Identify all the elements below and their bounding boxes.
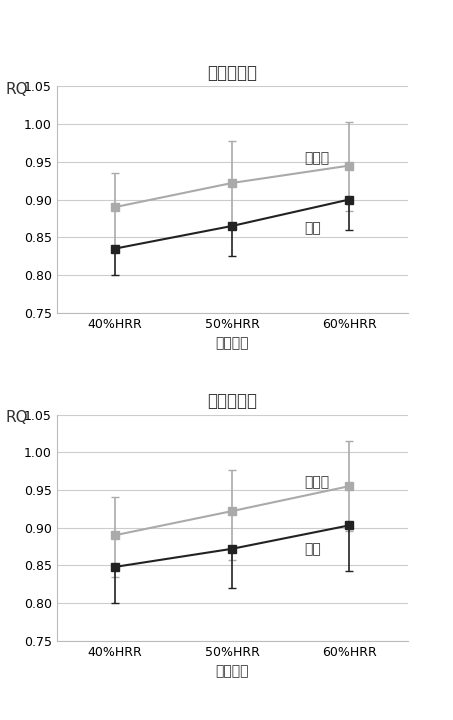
X-axis label: 運動強度: 運動強度 [216,336,249,350]
Text: 歩行: 歩行 [305,541,322,556]
Text: 自転車: 自転車 [305,151,330,165]
Text: 歩行: 歩行 [305,221,322,235]
Title: 健康な成人: 健康な成人 [207,392,257,410]
Y-axis label: RQ: RQ [6,82,29,97]
X-axis label: 運動強度: 運動強度 [216,665,249,678]
Y-axis label: RQ: RQ [6,410,29,425]
Text: 自転車: 自転車 [305,475,330,490]
Title: 糖尿病患者: 糖尿病患者 [207,64,257,82]
